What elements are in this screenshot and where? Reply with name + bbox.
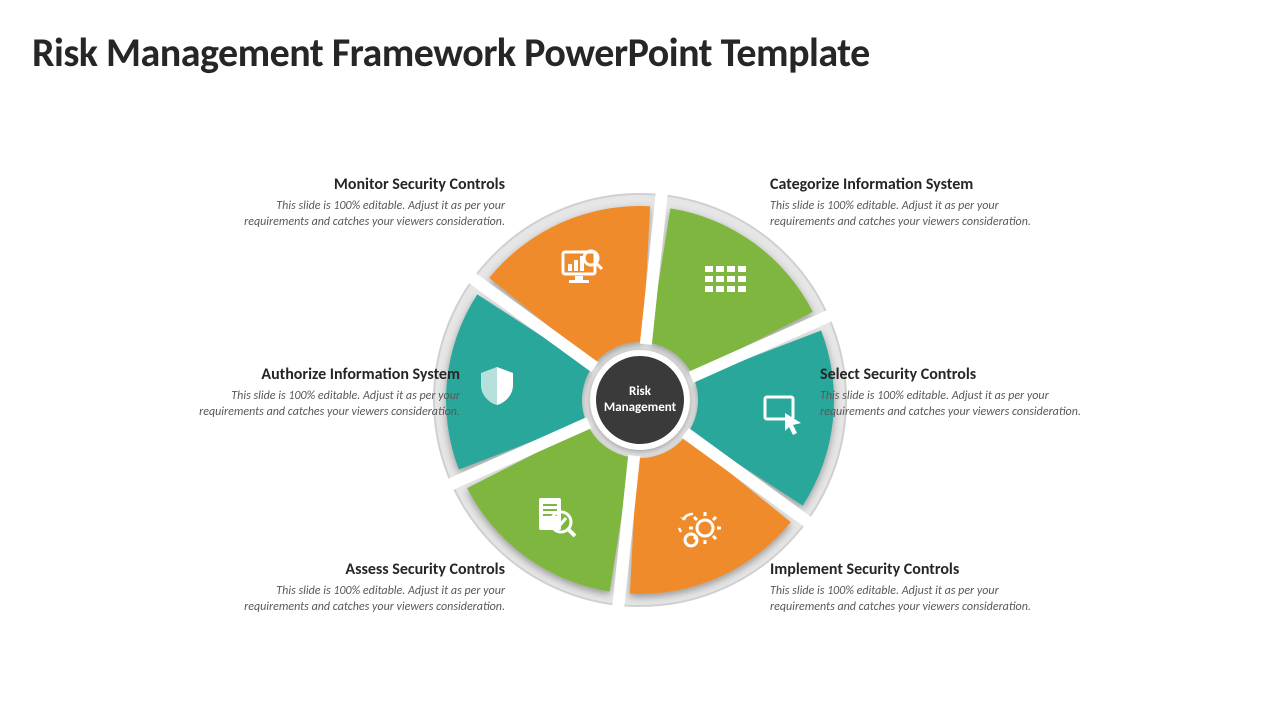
label-desc-implement: This slide is 100% editable. Adjust it a… — [770, 583, 1060, 615]
label-title-assess: Assess Security Controls — [215, 560, 505, 579]
label-implement: Implement Security Controls This slide is… — [770, 560, 1060, 615]
shield-icon — [475, 363, 519, 407]
label-desc-select: This slide is 100% editable. Adjust it a… — [820, 388, 1110, 420]
label-categorize: Categorize Information System This slide … — [770, 175, 1060, 230]
monitor-icon — [559, 246, 603, 290]
label-desc-assess: This slide is 100% editable. Adjust it a… — [215, 583, 505, 615]
label-desc-authorize: This slide is 100% editable. Adjust it a… — [170, 388, 460, 420]
center-line1: Risk — [629, 384, 651, 399]
label-title-implement: Implement Security Controls — [770, 560, 1060, 579]
label-authorize: Authorize Information System This slide i… — [170, 365, 460, 420]
label-assess: Assess Security Controls This slide is 10… — [215, 560, 505, 615]
label-title-select: Select Security Controls — [820, 365, 1110, 384]
label-title-categorize: Categorize Information System — [770, 175, 1060, 194]
cursor-icon — [761, 393, 805, 437]
label-desc-monitor: This slide is 100% editable. Adjust it a… — [215, 198, 505, 230]
gears-icon — [677, 510, 721, 554]
label-title-monitor: Monitor Security Controls — [215, 175, 505, 194]
checklist-icon — [533, 494, 577, 538]
center-hub: Risk Management — [590, 350, 690, 450]
label-select: Select Security Controls This slide is 10… — [820, 365, 1110, 420]
rmf-wheel: Risk Management — [430, 190, 850, 610]
page-title: Risk Management Framework PowerPoint Tem… — [32, 28, 870, 77]
center-line2: Management — [604, 400, 676, 415]
label-desc-categorize: This slide is 100% editable. Adjust it a… — [770, 198, 1060, 230]
label-title-authorize: Authorize Information System — [170, 365, 460, 384]
grid-icon — [703, 262, 747, 306]
label-monitor: Monitor Security Controls This slide is 1… — [215, 175, 505, 230]
